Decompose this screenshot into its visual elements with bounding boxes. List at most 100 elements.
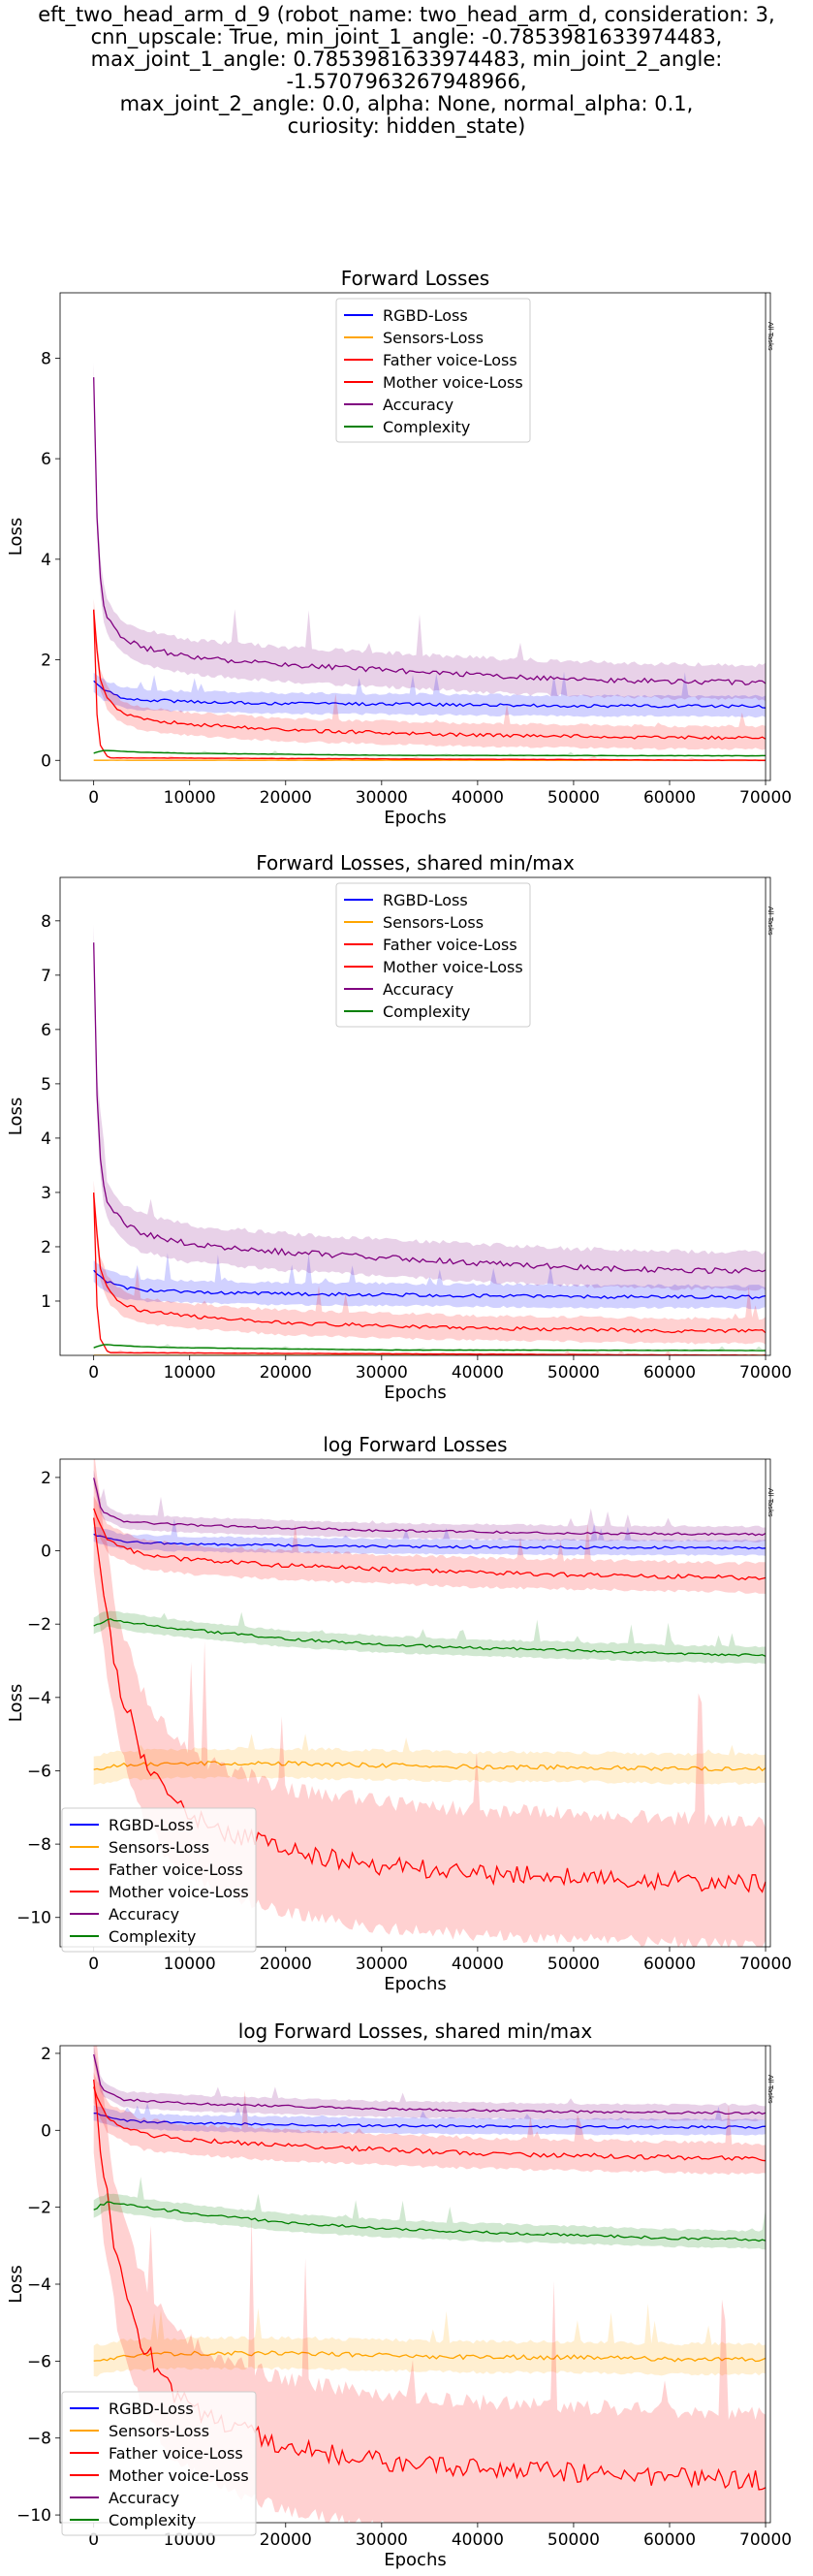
y-tick-label: 8 <box>41 912 51 932</box>
y-tick-label: −2 <box>27 2199 51 2218</box>
x-tick-label: 40000 <box>452 1363 504 1383</box>
legend-label-father: Father voice-Loss <box>109 2444 243 2463</box>
legend-label-accuracy: Accuracy <box>383 980 453 999</box>
legend-label-rgbd: RGBD-Loss <box>383 306 468 325</box>
x-tick-label: 0 <box>88 1955 99 1974</box>
y-axis-label: Loss <box>6 2265 26 2303</box>
x-tick-label: 40000 <box>452 2530 504 2550</box>
x-tick-label: 30000 <box>356 1955 408 1974</box>
x-tick-label: 0 <box>88 788 99 808</box>
y-tick-label: −4 <box>27 2275 51 2295</box>
x-tick-label: 60000 <box>643 1955 696 1974</box>
legend: RGBD-Loss Sensors-Loss Father voice-Loss Mo… <box>62 2392 256 2535</box>
chart-title: log Forward Losses, shared min/max <box>238 2019 593 2043</box>
y-tick-label: −8 <box>27 1835 51 1855</box>
chart-log-forward-losses-shared: log Forward Losses, shared min/maxAll Ta… <box>0 2019 813 2576</box>
x-axis-label: Epochs <box>384 1383 447 1403</box>
y-tick-label: 0 <box>41 1542 51 1562</box>
x-tick-label: 50000 <box>547 1955 600 1974</box>
legend-label-mother: Mother voice-Loss <box>383 958 523 976</box>
legend-label-complexity: Complexity <box>109 2511 196 2529</box>
legend-label-father: Father voice-Loss <box>383 936 517 954</box>
x-tick-label: 0 <box>88 1363 99 1383</box>
x-tick-label: 30000 <box>356 788 408 808</box>
legend-label-father: Father voice-Loss <box>109 1860 243 1879</box>
x-tick-label: 70000 <box>739 1363 792 1383</box>
x-tick-label: 10000 <box>164 788 216 808</box>
x-tick-label: 50000 <box>547 1363 600 1383</box>
y-tick-label: 2 <box>41 652 51 671</box>
x-tick-label: 60000 <box>643 1363 696 1383</box>
x-tick-label: 50000 <box>547 2530 600 2550</box>
x-tick-label: 40000 <box>452 1955 504 1974</box>
x-tick-label: 50000 <box>547 788 600 808</box>
legend-label-complexity: Complexity <box>383 1002 470 1021</box>
legend-label-complexity: Complexity <box>109 1927 196 1946</box>
y-tick-label: 2 <box>41 2045 51 2064</box>
chart-title: Forward Losses, shared min/max <box>256 851 575 875</box>
legend-label-accuracy: Accuracy <box>109 1905 179 1924</box>
y-tick-label: −2 <box>27 1615 51 1635</box>
legend-label-mother: Mother voice-Loss <box>109 2466 249 2485</box>
x-tick-label: 70000 <box>739 2530 792 2550</box>
x-axis-label: Epochs <box>384 808 447 828</box>
series-line-complexity <box>94 750 766 756</box>
legend-label-complexity: Complexity <box>383 418 470 436</box>
chart-panel-3: log Forward LossesAll Tasks0100002000030… <box>0 1433 813 2000</box>
legend-label-rgbd: RGBD-Loss <box>383 891 468 909</box>
legend: RGBD-LossSensors-LossFather voice-LossMo… <box>62 1808 256 1952</box>
y-tick-label: 0 <box>41 2121 51 2141</box>
x-axis-label: Epochs <box>384 2550 447 2570</box>
series-band-complexity <box>94 1611 766 1665</box>
x-tick-label: 70000 <box>739 788 792 808</box>
chart-forward-losses: Forward LossesAll Tasks01000020000300004… <box>0 267 813 834</box>
y-tick-label: 3 <box>41 1184 51 1203</box>
legend-label-father: Father voice-Loss <box>383 351 517 369</box>
x-tick-label: 40000 <box>452 788 504 808</box>
y-axis-label: Loss <box>6 518 26 556</box>
legend: RGBD-Loss Sensors-Loss Father voice-Loss Mo… <box>336 883 530 1027</box>
chart-forward-losses-shared: Forward Losses, shared min/maxAll Tasks0… <box>0 851 813 1409</box>
y-tick-label: 5 <box>41 1075 51 1095</box>
legend-label-sensors: Sensors-Loss <box>383 913 484 932</box>
y-axis-label: Loss <box>6 1684 26 1722</box>
x-tick-label: 60000 <box>643 2530 696 2550</box>
chart-panel-2: Forward Losses, shared min/maxAll Tasks0… <box>0 851 813 1409</box>
y-tick-label: 7 <box>41 967 51 986</box>
x-tick-label: 30000 <box>356 2530 408 2550</box>
x-tick-label: 20000 <box>260 2530 312 2550</box>
y-tick-label: −4 <box>27 1689 51 1708</box>
y-tick-label: 2 <box>41 1469 51 1488</box>
legend-label-mother: Mother voice-Loss <box>383 373 523 392</box>
chart-panel-4: log Forward Losses, shared min/maxAll Ta… <box>0 2019 813 2576</box>
legend-label-rgbd: RGBD-Loss <box>109 1816 194 1834</box>
y-tick-label: −8 <box>27 2430 51 2449</box>
y-tick-label: 4 <box>41 551 51 570</box>
x-tick-label: 20000 <box>260 788 312 808</box>
legend-label-accuracy: Accuracy <box>383 396 453 414</box>
figure-suptitle: eft_two_head_arm_d_9 (robot_name: two_he… <box>0 4 813 138</box>
x-tick-label: 20000 <box>260 1955 312 1974</box>
x-tick-label: 30000 <box>356 1363 408 1383</box>
y-tick-label: 1 <box>41 1292 51 1312</box>
x-axis-label: Epochs <box>384 1974 447 1994</box>
y-tick-label: −6 <box>27 2352 51 2371</box>
x-tick-label: 10000 <box>164 1955 216 1974</box>
x-tick-label: 60000 <box>643 788 696 808</box>
legend-label-sensors: Sensors-Loss <box>109 2422 209 2440</box>
chart-log-forward-losses: log Forward LossesAll Tasks0100002000030… <box>0 1433 813 2000</box>
y-tick-label: −10 <box>16 2506 51 2526</box>
legend: RGBD-Loss Sensors-Loss Father voice-Loss Mo… <box>336 299 530 442</box>
y-tick-label: −6 <box>27 1762 51 1781</box>
y-tick-label: 6 <box>41 1021 51 1040</box>
x-tick-label: 70000 <box>739 1955 792 1974</box>
legend-label-sensors: Sensors-Loss <box>109 1838 209 1857</box>
y-tick-label: 8 <box>41 349 51 368</box>
y-tick-label: 0 <box>41 751 51 771</box>
legend-label-accuracy: Accuracy <box>109 2489 179 2507</box>
legend-label-sensors: Sensors-Loss <box>383 329 484 347</box>
y-axis-label: Loss <box>6 1097 26 1135</box>
legend-label-rgbd: RGBD-Loss <box>109 2400 194 2418</box>
chart-panel-1: Forward LossesAll Tasks01000020000300004… <box>0 267 813 834</box>
chart-title: Forward Losses <box>341 267 489 290</box>
